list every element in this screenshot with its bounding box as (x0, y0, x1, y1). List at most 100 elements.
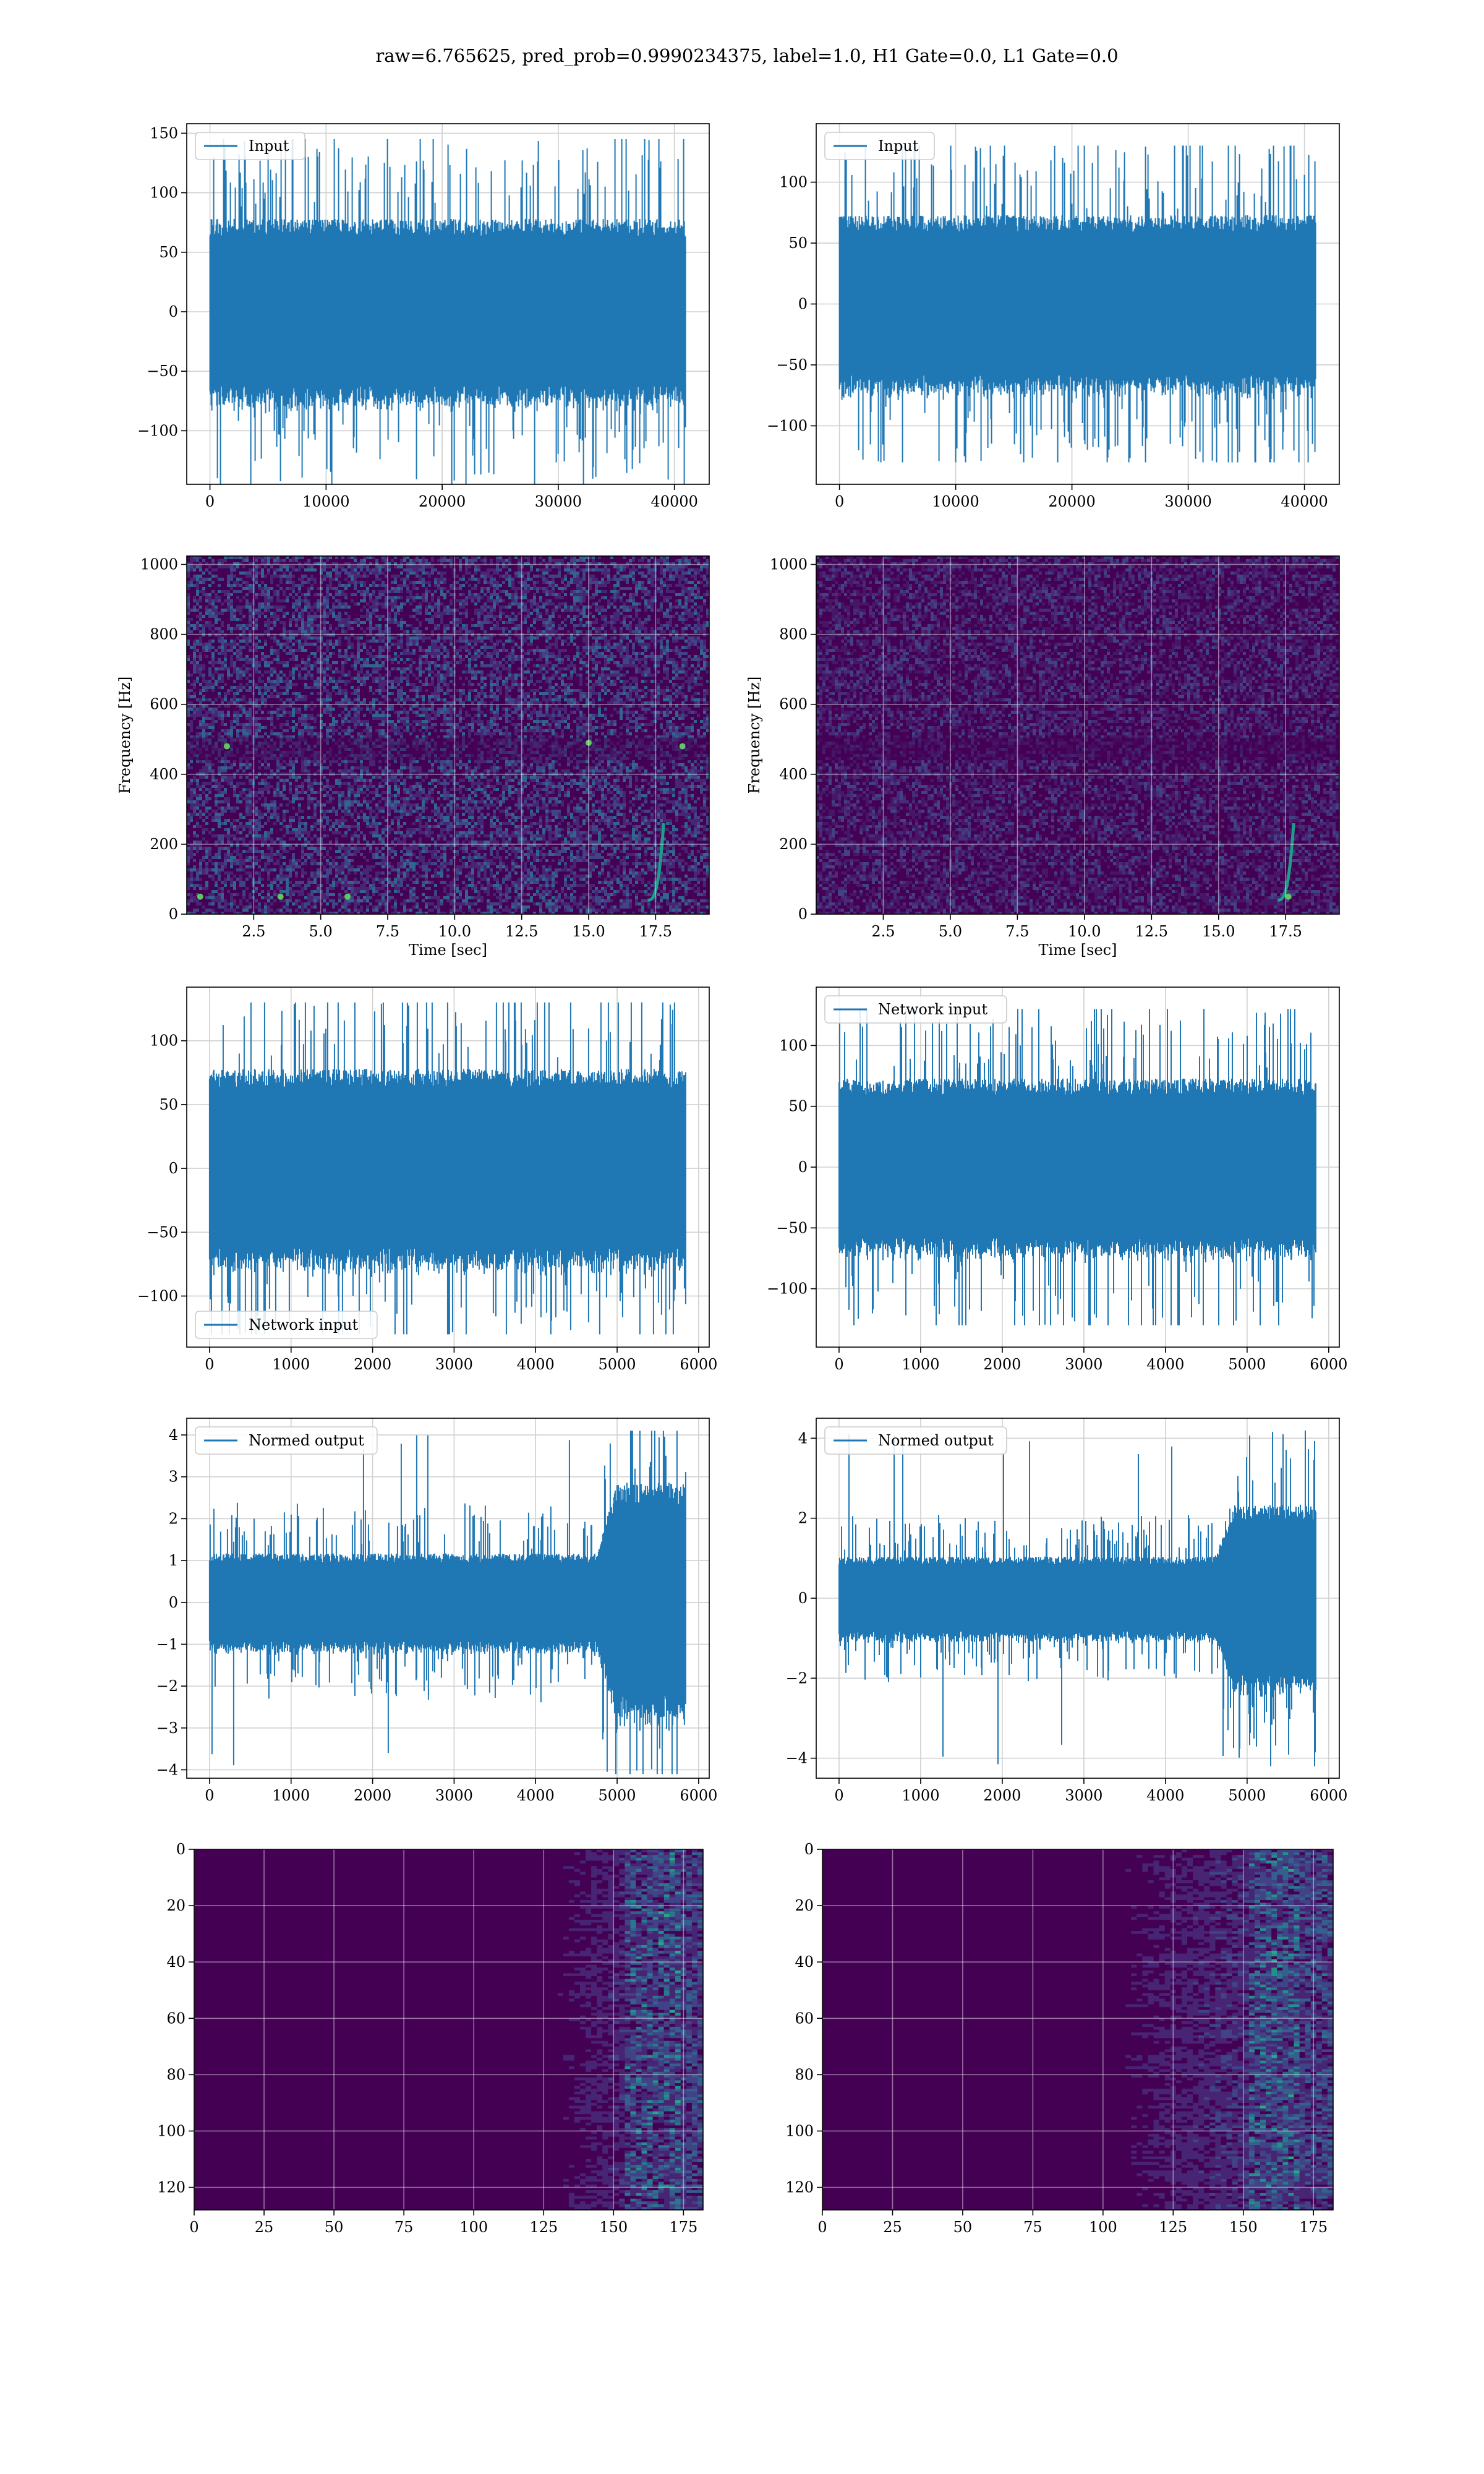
y-tick-label: 4 (798, 1429, 808, 1447)
y-tick: 800 (779, 626, 816, 643)
x-tick-label: 17.5 (639, 923, 672, 940)
hot-spot (679, 743, 686, 750)
axes-frame (186, 123, 710, 485)
legend-box (824, 132, 935, 160)
legend-label: Input (249, 137, 289, 155)
y-tick: 0 (804, 1841, 822, 1858)
x-tick-label: 0 (205, 1356, 214, 1373)
y-tick-label: 0 (804, 1841, 814, 1858)
y-tick-label: 0 (798, 905, 808, 923)
x-tick: 3000 (1065, 1347, 1102, 1373)
heatmap-cells (1260, 1868, 1300, 2173)
plot-area (816, 124, 1339, 484)
y-tick-label: 50 (159, 1096, 178, 1113)
legend-label: Normed output (878, 1432, 994, 1449)
y-tick: 200 (779, 836, 816, 853)
y-tick-label: 40 (166, 1953, 186, 1971)
x-tick: 150 (599, 2210, 628, 2236)
legend-box (824, 995, 1007, 1024)
x-tick: 10000 (302, 484, 350, 510)
x-tick: 100 (459, 2210, 488, 2236)
x-tick: 5.0 (939, 914, 962, 940)
y-tick-label: 1 (169, 1552, 178, 1569)
y-tick-label: −2 (156, 1677, 178, 1695)
y-tick: −50 (147, 362, 187, 380)
axes-frame (816, 555, 1340, 915)
x-tick: 1000 (272, 1347, 310, 1373)
x-tick-label: 25 (255, 2219, 274, 2236)
legend-box (195, 132, 305, 160)
legend-label: Input (878, 137, 919, 155)
x-tick-label: 3000 (435, 1356, 473, 1373)
x-tick-label: 4000 (1146, 1787, 1184, 1804)
x-tick: 4000 (1146, 1778, 1184, 1804)
y-tick: 0 (169, 905, 187, 923)
x-tick-label: 100 (1089, 2219, 1117, 2236)
subplot-r1c1: 0 10000 20000 30000 40000 −100 −50 0 50 100 150 Inp… (137, 123, 710, 510)
y-tick-label: 0 (176, 1841, 186, 1858)
y-tick-label: 100 (157, 2122, 186, 2139)
x-tick: 2000 (354, 1778, 391, 1804)
y-tick-label: 100 (150, 1032, 178, 1050)
legend: Normed output (195, 1426, 378, 1455)
x-tick-label: 50 (953, 2219, 973, 2236)
x-tick: 20000 (1048, 484, 1096, 510)
x-tick-label: 0 (189, 2219, 198, 2236)
x-tick: 10000 (932, 484, 979, 510)
y-tick-label: 1000 (770, 556, 808, 573)
x-tick-label: 1000 (902, 1356, 939, 1373)
legend: Network input (195, 1311, 378, 1339)
x-tick-label: 2000 (354, 1356, 391, 1373)
x-tick-label: 6000 (680, 1356, 717, 1373)
x-tick: 40000 (650, 484, 698, 510)
x-tick-label: 5000 (1228, 1787, 1266, 1804)
legend: Normed output (824, 1426, 1007, 1455)
y-tick-label: −1 (156, 1635, 178, 1653)
x-tick: 0 (205, 1778, 215, 1804)
y-tick-label: −50 (147, 1223, 178, 1241)
x-tick-label: 100 (459, 2219, 488, 2236)
x-tick-label: 20000 (419, 493, 466, 510)
x-tick-label: 2000 (983, 1356, 1021, 1373)
x-tick: 5000 (1228, 1778, 1266, 1804)
series-core (211, 1562, 683, 1642)
x-tick-label: 5.0 (309, 923, 333, 940)
x-tick: 4000 (517, 1778, 555, 1804)
band (816, 737, 1339, 761)
x-tick-label: 175 (669, 2219, 697, 2236)
x-tick: 150 (1229, 2210, 1258, 2236)
x-tick: 12.5 (1135, 914, 1168, 940)
y-tick-label: 50 (788, 1098, 808, 1115)
y-tick-label: 200 (779, 836, 808, 853)
x-tick: 2.5 (871, 914, 895, 940)
y-axis-label: Frequency [Hz] (746, 677, 763, 794)
x-tick: 0 (834, 1778, 844, 1804)
x-axis-label: Time [sec] (409, 941, 487, 959)
x-tick: 10.0 (1068, 914, 1101, 940)
x-tick-label: 1000 (272, 1356, 310, 1373)
x-tick-label: 12.5 (1135, 923, 1168, 940)
subplot-r3c2: 0 1000 2000 3000 4000 5000 6000 −100 −50 0 50 100 Ne… (767, 987, 1347, 1373)
x-tick: 50 (953, 2210, 973, 2236)
x-tick: 6000 (680, 1347, 717, 1373)
x-tick: 2.5 (242, 914, 265, 940)
y-tick-label: −100 (767, 1280, 808, 1298)
plot-area (187, 987, 709, 1347)
y-tick: 0 (798, 1590, 816, 1607)
x-tick-label: 12.5 (505, 923, 538, 940)
y-tick-label: 80 (795, 2066, 814, 2083)
legend-box (824, 1426, 1007, 1455)
y-tick-label: 100 (785, 2122, 814, 2139)
x-tick-label: 3000 (435, 1787, 473, 1804)
y-tick: 50 (788, 1098, 816, 1115)
y-tick: 100 (779, 174, 816, 191)
hot-spot (586, 739, 592, 746)
y-tick: −1 (156, 1635, 187, 1653)
subplot-r1c2: 0 10000 20000 30000 40000 −100 −50 0 50 100 Input (767, 123, 1340, 510)
plot-area (816, 556, 1339, 914)
x-tick: 6000 (1310, 1778, 1347, 1804)
y-tick: 100 (157, 2122, 194, 2139)
x-tick-label: 10.0 (1068, 923, 1101, 940)
x-tick-label: 150 (1229, 2219, 1258, 2236)
plot-area (194, 1849, 703, 2210)
